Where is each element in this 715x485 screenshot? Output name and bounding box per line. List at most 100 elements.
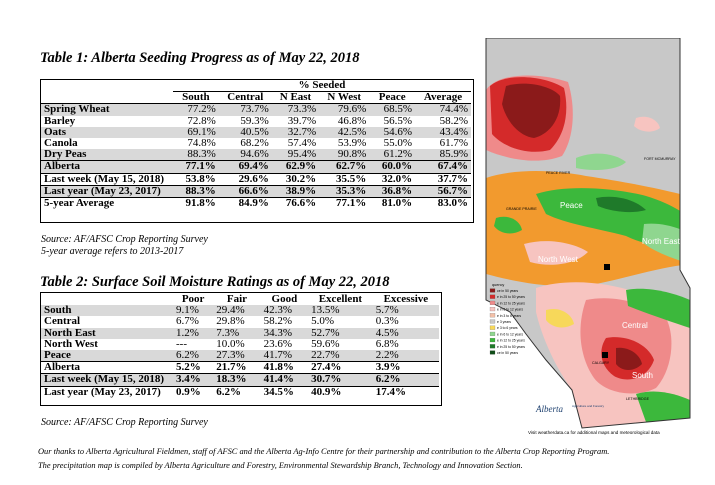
table2-column-header: Excessive <box>383 293 429 306</box>
cell-value: 0.9% <box>173 385 214 398</box>
table1-column-header: Peace <box>369 91 416 105</box>
row-label: 5-year Average <box>41 196 173 210</box>
cell-value: 36.8% <box>369 184 416 198</box>
cell-value: 83.0% <box>415 196 471 210</box>
table1-source: Source: AF/AFSC Crop Reporting Survey <box>41 234 208 245</box>
cell-value: 2.2% <box>372 350 439 362</box>
cell-value: 52.7% <box>308 327 373 339</box>
row-label: Barley <box>44 114 76 127</box>
cell-value: 73.7% <box>218 103 272 116</box>
cell-value: 95.4% <box>271 149 320 161</box>
town-calgary: CALGARY <box>592 361 610 365</box>
city-marker <box>602 352 608 358</box>
cell-value: 91.8% <box>173 196 219 210</box>
cell-value: 54.6% <box>369 126 416 138</box>
row-label: Last year (May 23, 2017) <box>41 184 173 198</box>
soil-moisture-table: Poor Fair Good Excellent Excessive South 9.1%… <box>41 294 439 398</box>
map-credit: Visit weatherdata.ca for additional maps… <box>528 430 660 435</box>
cell-value: 41.7% <box>260 350 309 362</box>
map-label-south: South <box>632 371 653 380</box>
cell-value: 6.8% <box>375 337 399 350</box>
cell-value: 68.5% <box>369 103 416 116</box>
map-label-peace: Peace <box>560 201 583 210</box>
legend-swatch <box>489 300 496 305</box>
cell-value: 94.6% <box>218 149 272 161</box>
cell-value: 38.9% <box>271 184 320 198</box>
legend-swatch <box>489 294 496 299</box>
table-row: Alberta 77.1% 69.4% 62.9% 62.7% 60.0% 67.4% <box>41 160 471 173</box>
cell-value: 34.3% <box>260 327 309 339</box>
cell-value: 41.4% <box>260 373 309 386</box>
cell-value: 69.4% <box>218 160 272 173</box>
footer-map-credit: The precipitation map is compiled by Alb… <box>38 461 523 470</box>
cell-value: 4.5% <box>372 327 439 339</box>
cell-value: 42.5% <box>319 126 370 138</box>
cell-value: 77.2% <box>173 103 219 116</box>
cell-value: 23.6% <box>263 337 293 350</box>
table-row: North East 1.2% 7.3% 34.3% 52.7% 4.5% <box>41 327 439 339</box>
cell-value: 61.2% <box>369 149 416 161</box>
cell-value: 27.4% <box>308 361 373 374</box>
cell-value: 58.2% <box>263 315 293 328</box>
table2-column-header-row: Poor Fair Good Excellent Excessive <box>41 294 439 305</box>
cell-value: 73.3% <box>271 103 320 116</box>
legend-item: e in 25 to 50 years <box>497 345 525 349</box>
table-row: South 9.1% 29.4% 42.3% 13.5% 5.7% <box>41 305 439 317</box>
row-label: Dry Peas <box>41 149 173 161</box>
table-row: Oats 69.1% 40.5% 32.7% 42.5% 54.6% 43.4% <box>41 126 471 138</box>
cell-value: 77.1% <box>173 160 219 173</box>
table2-title: Table 2: Surface Soil Moisture Ratings a… <box>40 274 390 290</box>
cell-value: 1.2% <box>173 327 214 339</box>
table-row: Central 6.7% 29.8% 58.2% 5.0% 0.3% <box>41 316 439 327</box>
cell-value: 59.3% <box>240 114 269 127</box>
cell-value: 72.8% <box>187 114 216 127</box>
cell-value: 74.8% <box>187 137 216 150</box>
cell-value: 7.3% <box>213 327 261 339</box>
cell-value: 32.7% <box>271 126 320 138</box>
table1-group-header: % Seeded <box>173 80 471 93</box>
table-row: North West --- 10.0% 23.6% 59.6% 6.8% <box>41 337 439 350</box>
legend-swatch <box>489 288 496 293</box>
table-row: Alberta 5.2% 21.7% 41.8% 27.4% 3.9% <box>41 361 439 374</box>
map-label-north-west: North West <box>538 255 579 264</box>
cell-value: 43.4% <box>415 126 471 138</box>
table-row: Dry Peas 88.3% 94.6% 95.4% 90.8% 61.2% 85.9% <box>41 149 471 161</box>
cell-value: 10.0% <box>216 337 245 350</box>
cell-value: 0.3% <box>375 315 399 328</box>
cell-value: 62.7% <box>319 160 370 173</box>
footer-thanks: Our thanks to Alberta Agricultural Field… <box>38 447 610 456</box>
cell-value: 29.4% <box>213 305 261 317</box>
cell-value: 29.6% <box>218 172 272 186</box>
cell-value: 32.0% <box>369 172 416 186</box>
row-label: Spring Wheat <box>41 103 173 116</box>
cell-value: 53.8% <box>173 172 219 186</box>
row-label: North West <box>44 337 98 350</box>
cell-value: 85.9% <box>415 149 471 161</box>
table-row: Last year (May 23, 2017) 0.9% 6.2% 34.5% 40.… <box>41 385 439 398</box>
cell-value: 3.4% <box>173 373 214 386</box>
table-row: Barley 72.8% 59.3% 39.7% 46.8% 56.5% 58.2% <box>41 114 471 127</box>
cell-value: 5.0% <box>311 315 335 328</box>
legend-item: ce in 50 years <box>497 289 518 293</box>
cell-value: 9.1% <box>173 305 214 317</box>
legend-item: e in 12 to 25 years <box>497 339 525 343</box>
cell-value: 68.2% <box>240 137 269 150</box>
cell-value: 5.2% <box>173 361 214 374</box>
cell-value: 41.8% <box>260 361 309 374</box>
table1-column-header: Central <box>218 91 272 105</box>
cell-value: 35.5% <box>319 172 370 186</box>
cell-value: 6.2% <box>213 385 261 398</box>
row-label: Central <box>44 315 81 328</box>
legend-item: e in 25 to 50 years <box>497 295 525 299</box>
map-legend: quency ce in 50 years e in 25 to 50 years… <box>489 283 525 355</box>
cell-value: 35.3% <box>319 184 370 198</box>
cell-value: 42.3% <box>260 305 309 317</box>
cell-value: 40.5% <box>218 126 272 138</box>
legend-item: ce in 50 years <box>497 351 518 355</box>
table1-column-header: N West <box>319 91 370 105</box>
legend-item: e 3 years <box>497 320 511 324</box>
table2-column-header: Excellent <box>318 293 363 306</box>
row-label: Peace <box>41 350 173 362</box>
row-label: South <box>41 305 173 317</box>
legend-swatch <box>489 338 496 343</box>
